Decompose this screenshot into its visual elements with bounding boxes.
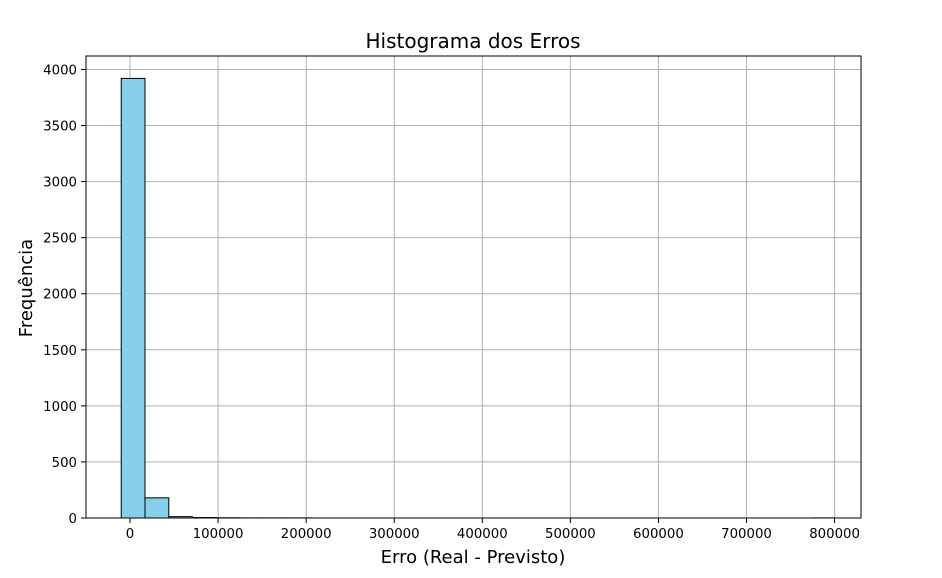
- y-axis-ticks: 0 500 1000 1500 2000 2500 3000 3500 4000: [43, 63, 86, 527]
- y-tick-label: 0: [69, 512, 77, 527]
- x-tick-label: 100000: [193, 527, 244, 542]
- x-tick-label: 800000: [809, 527, 860, 542]
- plot-area-frame: [85, 55, 862, 519]
- y-tick-label: 2500: [43, 232, 77, 247]
- x-axis-label: Erro (Real - Previsto): [381, 547, 566, 568]
- y-tick-label: 1500: [43, 344, 77, 359]
- x-tick-label: 300000: [369, 527, 420, 542]
- y-tick-label: 2000: [43, 288, 77, 303]
- x-tick-label: 500000: [545, 527, 596, 542]
- x-tick-label: 200000: [281, 527, 332, 542]
- y-tick-label: 4000: [43, 63, 77, 78]
- y-tick-label: 500: [52, 456, 77, 471]
- x-tick-label: 0: [126, 527, 134, 542]
- x-axis-ticks: 0 100000 200000 300000 400000 500000 600000 700…: [126, 518, 860, 542]
- x-tick-label: 600000: [633, 527, 684, 542]
- y-tick-label: 3000: [43, 176, 77, 191]
- y-axis-label: Frequência: [16, 239, 37, 337]
- x-tick-label: 700000: [721, 527, 772, 542]
- y-tick-label: 3500: [43, 120, 77, 135]
- y-tick-label: 1000: [43, 400, 77, 415]
- x-tick-label: 400000: [457, 527, 508, 542]
- chart-title: Histograma dos Erros: [365, 29, 580, 53]
- histogram-bar: [144, 497, 170, 519]
- histogram-bar: [120, 77, 146, 519]
